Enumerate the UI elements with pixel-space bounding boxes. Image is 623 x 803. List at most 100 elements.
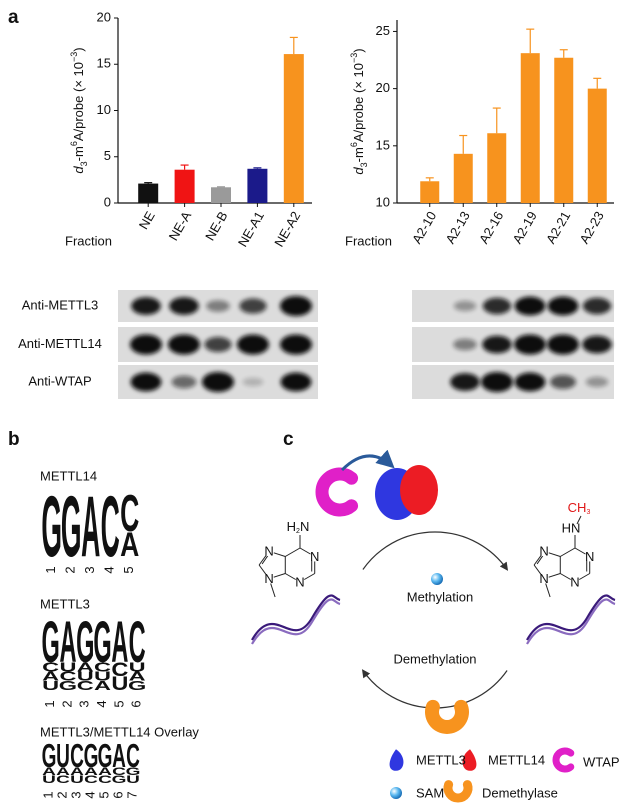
- y-tick-label: 15: [97, 56, 111, 71]
- logo-letter: G: [93, 611, 111, 675]
- atom-label: N: [539, 571, 548, 586]
- bar: [487, 133, 507, 203]
- atom-mask: [264, 573, 275, 584]
- atom-mask: [584, 551, 595, 562]
- logo-letter: A: [59, 611, 76, 675]
- atom-mask: [539, 546, 550, 557]
- amine-part: H: [287, 519, 296, 534]
- atom-mask: [295, 577, 305, 587]
- error-bar: [459, 134, 468, 154]
- logo-letter: A: [56, 766, 70, 778]
- methylation-label: Methylation: [407, 589, 473, 604]
- x-tick-label: A2-23: [576, 209, 606, 247]
- atom-mask: [539, 573, 550, 584]
- x-tick-label: A2-16: [476, 209, 506, 247]
- legend-label: METTL3: [416, 752, 466, 767]
- bar: [174, 169, 195, 203]
- y-axis-label-part: d: [71, 166, 86, 174]
- blot-band: [514, 372, 546, 392]
- blot-band: [582, 297, 612, 315]
- logo-letter: C: [70, 736, 84, 774]
- error-bar: [144, 182, 153, 184]
- bar: [138, 183, 159, 203]
- bar: [520, 53, 540, 204]
- y-tick-label: 0: [104, 194, 111, 209]
- logo-position: 3: [77, 700, 92, 707]
- bar: [453, 153, 473, 203]
- blot-band: [171, 375, 197, 389]
- blot-band: [547, 334, 579, 355]
- logo-letter: G: [128, 679, 146, 693]
- error-bar: [559, 49, 568, 58]
- amine-part: 2: [296, 528, 300, 535]
- legend-label: SAM: [416, 785, 444, 800]
- y-axis-label-part: d: [351, 167, 366, 175]
- blot-band: [239, 298, 267, 314]
- logo-letter: U: [70, 774, 84, 786]
- blot-label: Anti-METTL14: [18, 336, 102, 351]
- logo-position: 6: [110, 791, 125, 798]
- y-axis-label-part: -m: [71, 146, 86, 161]
- blot-band: [204, 336, 232, 353]
- logo-position: 2: [59, 700, 74, 707]
- bar: [420, 181, 440, 203]
- logo-letter: C: [101, 478, 120, 575]
- blot-band: [130, 372, 162, 392]
- amine-label: HN: [562, 520, 581, 535]
- blot-band: [482, 297, 512, 315]
- x-tick-label: A2-13: [442, 209, 472, 247]
- y-axis-label-part: -m: [351, 147, 366, 162]
- logo-position: 1: [43, 566, 58, 573]
- logo-title: METTL14: [40, 468, 97, 483]
- logo-letter: C: [56, 774, 70, 786]
- logo-letter: A: [111, 611, 128, 675]
- error-bar: [492, 107, 501, 134]
- error-bar: [425, 177, 434, 182]
- blot-band: [242, 377, 264, 387]
- methyl-part: 3: [586, 509, 590, 516]
- logo-letter: U: [59, 660, 76, 674]
- atom-label: N: [310, 549, 319, 564]
- error-bar: [593, 77, 602, 89]
- error-bar: [253, 167, 262, 169]
- atom-label: N: [539, 544, 548, 559]
- blot-band: [550, 375, 576, 389]
- logo-letter: G: [84, 736, 99, 774]
- blot-band: [582, 335, 612, 354]
- blot-band: [450, 373, 480, 391]
- y-axis-label-part: A/probe (× 10: [351, 63, 366, 142]
- x-tick-label: NE-A2: [271, 209, 303, 250]
- y-axis-label: d3-m6A/probe (× 10−3): [349, 48, 369, 174]
- curved-arrow: [340, 449, 395, 472]
- x-tick-label: A2-21: [543, 209, 573, 247]
- logo-letter: G: [59, 679, 77, 693]
- y-axis-label-part: −3: [69, 52, 79, 62]
- demethylation-label: Demethylation: [393, 651, 476, 666]
- legend-label: WTAP: [583, 754, 620, 769]
- y-axis-label: d3-m6A/probe (× 10−3): [69, 47, 89, 173]
- blot-background: [412, 327, 614, 362]
- legend-label: Demethylase: [482, 785, 558, 800]
- blot-band: [514, 334, 546, 355]
- logo-letter: U: [129, 660, 146, 674]
- blot-band: [482, 335, 512, 354]
- logo-position: 2: [54, 791, 69, 798]
- logo-letter: C: [94, 660, 111, 674]
- bar: [587, 88, 607, 203]
- logo-letter: A: [42, 766, 56, 778]
- logo-letter: C: [84, 774, 98, 786]
- atom-mask: [309, 551, 320, 562]
- logo-title: METTL3: [40, 596, 90, 611]
- logo-letter: G: [98, 736, 113, 774]
- blot-band: [202, 372, 234, 392]
- logo-position: 1: [40, 791, 55, 798]
- blot-band: [481, 372, 513, 392]
- blot-band: [280, 296, 312, 316]
- logo-letter: G: [42, 736, 57, 774]
- x-axis-label: Fraction: [345, 233, 392, 248]
- y-tick-label: 10: [376, 194, 390, 209]
- blot-band: [514, 296, 546, 316]
- blot-band: [280, 334, 312, 355]
- demethylase-icon: [425, 699, 469, 734]
